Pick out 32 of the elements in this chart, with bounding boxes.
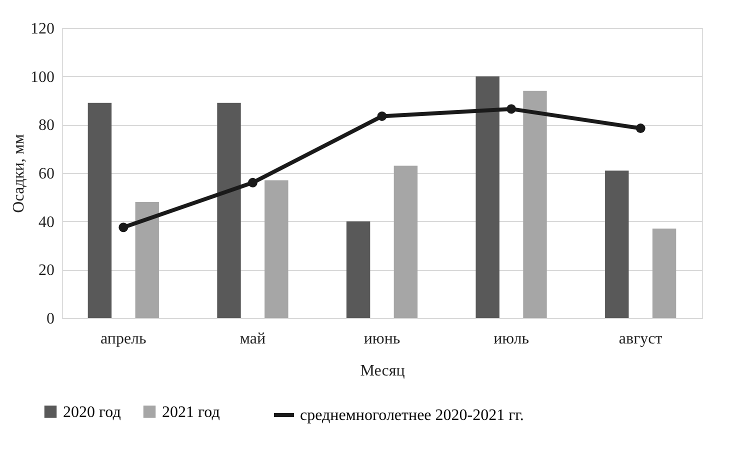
- y-axis-title: Осадки, мм: [10, 134, 28, 213]
- bar: [346, 221, 370, 318]
- legend-label: среднемноголетнее 2020-2021 гг.: [300, 407, 524, 424]
- legend-label: 2020 год: [63, 404, 121, 421]
- point: [377, 111, 387, 121]
- y-tick-label: 20: [38, 262, 54, 280]
- x-tick-label: апрель: [100, 330, 146, 348]
- x-tick-label: июль: [494, 330, 529, 348]
- point: [118, 222, 128, 232]
- bar: [88, 102, 112, 318]
- x-tick-label: июнь: [364, 330, 400, 348]
- point: [636, 124, 646, 134]
- y-tick-label: 120: [30, 20, 54, 38]
- point: [506, 104, 516, 114]
- y-tick-label: 100: [30, 68, 54, 86]
- bar: [135, 202, 159, 318]
- y-tick-label: 0: [46, 310, 54, 328]
- bar: [264, 180, 288, 318]
- x-tick-label: май: [240, 330, 266, 348]
- bar: [394, 166, 418, 318]
- legend-label: 2021 год: [162, 404, 220, 421]
- point: [248, 178, 258, 188]
- x-axis-title: Месяц: [360, 362, 406, 380]
- bar: [476, 76, 500, 318]
- bar: [652, 228, 676, 318]
- y-tick-label: 40: [38, 214, 54, 231]
- x-tick-label: август: [618, 330, 662, 348]
- y-tick-label: 80: [38, 117, 54, 134]
- bar: [605, 170, 629, 318]
- bar: [523, 90, 547, 318]
- bar: [217, 102, 241, 318]
- y-tick-label: 60: [38, 166, 54, 182]
